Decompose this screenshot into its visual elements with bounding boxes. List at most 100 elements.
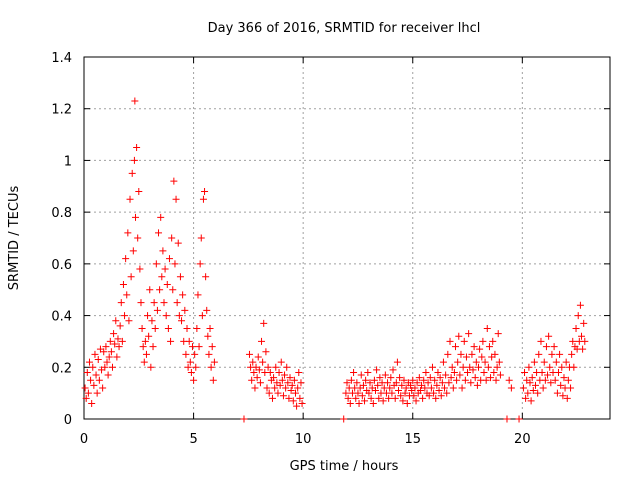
data-point — [461, 376, 469, 384]
data-point — [505, 376, 513, 384]
data-point — [294, 384, 302, 392]
data-point — [542, 343, 550, 351]
data-point — [494, 330, 502, 338]
data-point — [433, 381, 441, 389]
data-point — [358, 392, 366, 400]
data-point — [144, 312, 152, 320]
data-point — [492, 376, 500, 384]
data-point — [129, 247, 137, 255]
grid — [84, 57, 610, 419]
data-point — [558, 363, 566, 371]
data-point — [149, 343, 157, 351]
data-point — [197, 234, 205, 242]
data-point — [248, 376, 256, 384]
data-point — [342, 389, 350, 397]
data-point — [165, 255, 173, 263]
data-point — [522, 394, 530, 402]
data-point — [113, 353, 121, 361]
data-point — [262, 348, 270, 356]
data-point — [450, 368, 458, 376]
data-point — [270, 374, 278, 382]
data-point — [111, 340, 119, 348]
data-point — [164, 325, 172, 332]
data-point — [553, 389, 561, 397]
data-point — [546, 363, 554, 371]
data-point — [427, 384, 435, 392]
data-point — [548, 350, 556, 358]
data-point — [176, 273, 184, 281]
data-point — [410, 392, 418, 400]
data-point — [353, 379, 361, 387]
data-point — [374, 381, 382, 389]
data-point — [556, 350, 564, 358]
data-point — [87, 376, 95, 384]
y-tick-label: 1.2 — [51, 103, 72, 118]
data-point — [187, 368, 195, 376]
data-point — [568, 350, 576, 358]
data-point — [491, 350, 499, 358]
data-point — [90, 381, 98, 389]
data-point — [112, 317, 120, 325]
data-point — [367, 394, 375, 402]
data-point — [297, 379, 305, 387]
data-point — [471, 374, 479, 382]
data-point — [174, 239, 182, 247]
data-point — [137, 299, 145, 307]
data-point — [114, 335, 122, 343]
data-point — [123, 291, 131, 299]
data-point — [105, 353, 113, 361]
data-point — [507, 384, 515, 392]
data-point — [290, 376, 298, 384]
data-point — [424, 379, 432, 387]
data-point — [95, 376, 103, 384]
data-point — [468, 350, 476, 358]
data-point — [289, 397, 297, 405]
data-point — [448, 363, 456, 371]
data-point — [525, 363, 533, 371]
data-point — [140, 358, 148, 366]
data-point — [127, 273, 135, 281]
data-point — [126, 195, 134, 203]
data-point — [503, 415, 511, 423]
data-point — [295, 368, 303, 376]
data-point — [455, 332, 463, 340]
data-point — [373, 366, 381, 374]
data-point — [462, 353, 470, 361]
data-point — [537, 337, 545, 345]
data-points — [81, 97, 589, 423]
data-point — [552, 358, 560, 366]
data-point — [439, 358, 447, 366]
data-point — [255, 366, 263, 374]
data-point — [479, 337, 487, 345]
data-point — [482, 376, 490, 384]
data-point — [94, 356, 102, 364]
data-point — [256, 379, 264, 387]
data-point — [168, 234, 176, 242]
data-point — [275, 368, 283, 376]
data-point — [173, 299, 181, 307]
data-point — [421, 384, 429, 392]
data-point — [186, 358, 194, 366]
data-point — [107, 348, 115, 356]
data-point — [422, 368, 430, 376]
data-point — [136, 265, 144, 273]
data-point — [447, 374, 455, 382]
data-point — [278, 376, 286, 384]
data-point — [475, 363, 482, 371]
data-point — [564, 376, 572, 384]
data-point — [398, 381, 406, 389]
data-point — [547, 379, 555, 387]
data-point — [531, 381, 539, 389]
data-point — [359, 381, 367, 389]
data-point — [142, 350, 150, 358]
data-point — [541, 376, 549, 384]
data-point — [158, 273, 166, 281]
data-point — [346, 399, 354, 407]
data-point — [495, 358, 503, 366]
x-tick-label: 15 — [404, 432, 421, 447]
data-point — [572, 325, 580, 332]
data-point — [376, 374, 384, 382]
data-point — [268, 394, 276, 402]
data-point — [157, 213, 165, 221]
